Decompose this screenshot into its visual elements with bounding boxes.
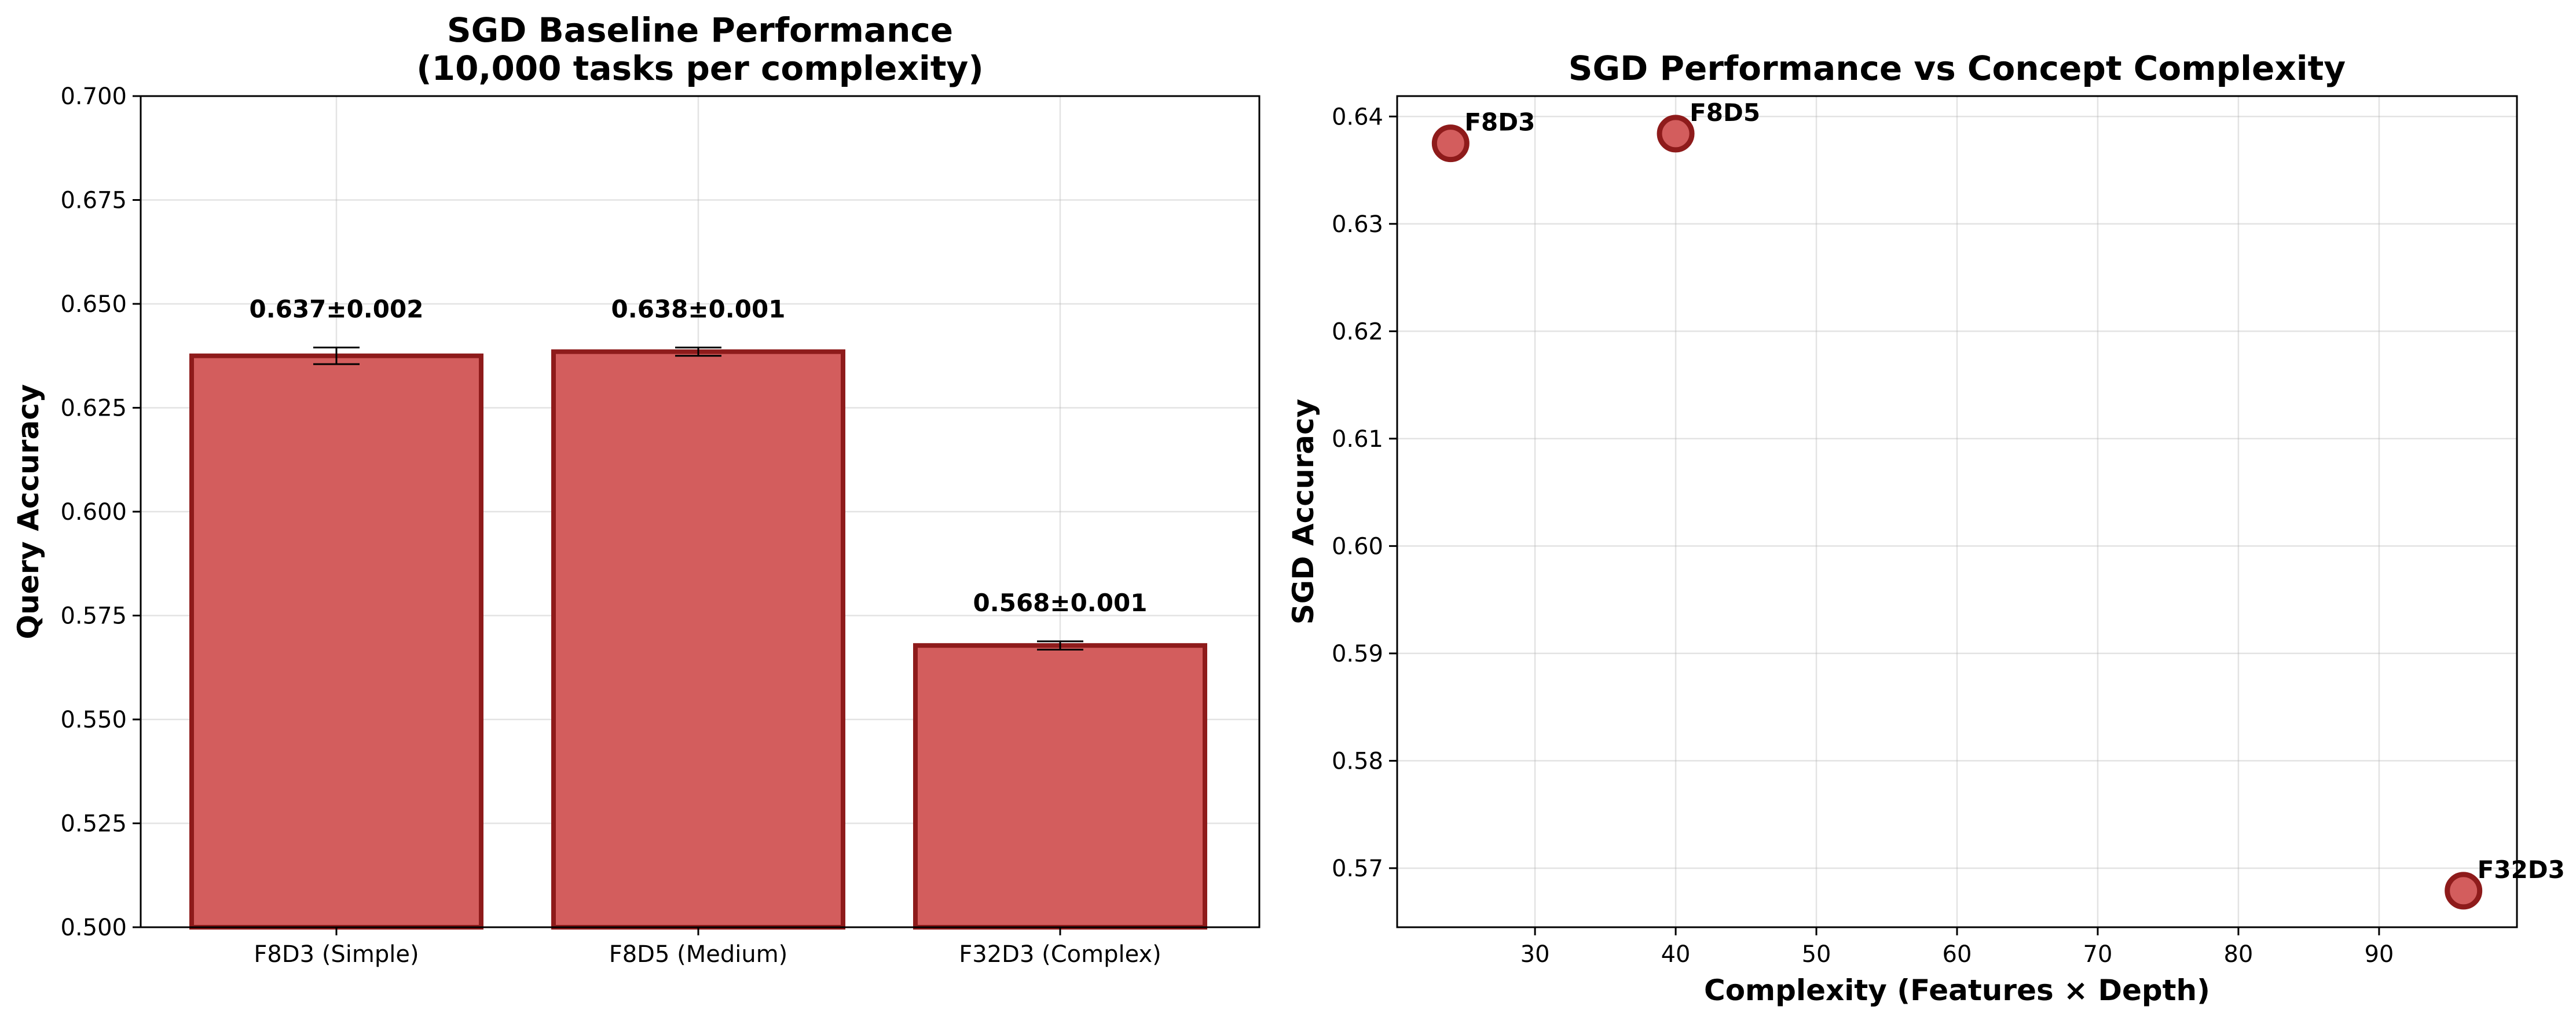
scatter-chart-grid	[1397, 96, 2517, 927]
scatter-point	[1657, 115, 1695, 153]
bar-chart-x-tick-label: F8D5 (Medium)	[609, 941, 788, 968]
scatter-point-label: F8D3	[1464, 108, 1535, 137]
scatter-chart-x-tick-label: 30	[1520, 941, 1550, 968]
bar-value-label: 0.638±0.001	[611, 295, 786, 323]
scatter-chart-x-tick-label: 70	[2083, 941, 2113, 968]
bar-chart-y-tick-label: 0.700	[60, 83, 127, 110]
bar-chart-y-tick-label: 0.550	[60, 707, 127, 733]
bar-chart-y-tick-label: 0.575	[60, 603, 127, 630]
bar-chart-y-tick-label: 0.500	[60, 915, 127, 941]
bar-value-label: 0.568±0.001	[973, 589, 1148, 617]
bar-chart-x-tick-label: F8D3 (Simple)	[254, 941, 419, 968]
scatter-chart-x-ticks: 30 40 50 60 70 80 90	[1520, 927, 2394, 968]
scatter-chart-point-labels: F8D3 F8D5 F32D3	[1464, 98, 2565, 884]
scatter-chart-x-tick-label: 80	[2223, 941, 2253, 968]
bar-chart-x-ticks: F8D3 (Simple) F8D5 (Medium) F32D3 (Complex…	[254, 927, 1161, 968]
scatter-point	[2445, 872, 2483, 910]
bar	[189, 353, 483, 930]
bar-chart-y-tick-label: 0.600	[60, 499, 127, 526]
scatter-chart-y-tick-label: 0.64	[1332, 104, 1383, 130]
scatter-chart-points	[1431, 115, 2483, 910]
scatter-chart-y-tick-label: 0.61	[1332, 426, 1383, 453]
scatter-chart-x-tick-label: 90	[2364, 941, 2394, 968]
bar-chart-title-line1: SGD Baseline Performance	[447, 10, 953, 50]
bar-chart-title-line2: (10,000 tasks per complexity)	[416, 49, 984, 88]
scatter-chart-y-tick-label: 0.58	[1332, 748, 1383, 774]
scatter-chart-y-tick-label: 0.59	[1332, 641, 1383, 667]
scatter-chart-y-tick-label: 0.60	[1332, 533, 1383, 560]
scatter-chart-x-axis-label: Complexity (Features × Depth)	[1704, 974, 2210, 1007]
scatter-chart-x-tick-label: 50	[1802, 941, 1831, 968]
bar-chart-value-labels: 0.637±0.002 0.638±0.001 0.568±0.001	[250, 295, 1148, 617]
scatter-chart-y-tick-label: 0.63	[1332, 211, 1383, 238]
scatter-chart-y-axis-label: SGD Accuracy	[1287, 399, 1320, 625]
scatter-point-label: F32D3	[2478, 855, 2565, 884]
bar-chart-y-tick-label: 0.625	[60, 395, 127, 422]
bar-chart-y-tick-label: 0.525	[60, 811, 127, 838]
scatter-chart-y-tick-label: 0.57	[1332, 855, 1383, 882]
bar-chart-panel: SGD Baseline Performance (10,000 tasks p…	[12, 10, 1260, 968]
scatter-point-label: F8D5	[1690, 98, 1760, 127]
bar-chart-y-tick-label: 0.675	[60, 188, 127, 214]
bar-value-label: 0.637±0.002	[250, 295, 424, 323]
bar-chart-bars	[189, 349, 1207, 930]
scatter-chart-y-ticks: 0.57 0.58 0.59 0.60 0.61 0.62 0.63 0.64	[1332, 104, 1397, 882]
scatter-chart-x-tick-label: 60	[1943, 941, 1972, 968]
scatter-chart-x-tick-label: 40	[1661, 941, 1691, 968]
bar	[551, 349, 845, 930]
scatter-chart-y-tick-label: 0.62	[1332, 318, 1383, 345]
bar-chart-y-axis-label: Query Accuracy	[12, 384, 45, 640]
scatter-chart-title: SGD Performance vs Concept Complexity	[1569, 49, 2346, 88]
bar	[913, 643, 1207, 930]
bar-chart-error-bars	[313, 346, 1083, 651]
scatter-point	[1431, 124, 1470, 163]
bar-chart-x-tick-label: F32D3 (Complex)	[959, 941, 1161, 968]
bar-chart-y-tick-label: 0.650	[60, 291, 127, 318]
scatter-chart-panel: SGD Performance vs Concept Complexity F8…	[1287, 49, 2565, 1007]
bar-chart-y-ticks: 0.500 0.525 0.550 0.575 0.600 0.625 0.650 0.675…	[60, 83, 141, 941]
